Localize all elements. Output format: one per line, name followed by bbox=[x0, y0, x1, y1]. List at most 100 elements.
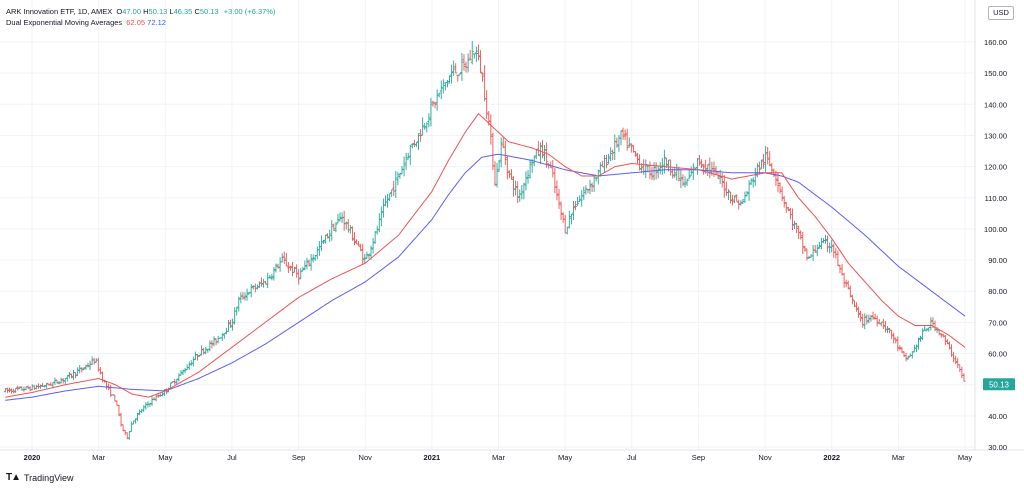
ohlc-bar bbox=[638, 154, 642, 171]
ohlc-bar bbox=[270, 273, 274, 281]
ohlc-bar bbox=[361, 243, 365, 264]
time-axis[interactable]: 2020 Mar May Jul Sep Nov 2021 Mar May Jul Sep Nov 20… bbox=[24, 453, 973, 462]
ohlc-bar bbox=[220, 333, 224, 341]
ohlc-bar bbox=[445, 79, 449, 88]
ohlc-bar bbox=[906, 355, 910, 360]
ohlc-bar bbox=[38, 384, 42, 389]
ohlc-bar bbox=[817, 241, 821, 249]
ohlc-bar bbox=[762, 153, 766, 169]
ohlc-bar bbox=[733, 195, 737, 204]
ohlc-bar bbox=[697, 155, 701, 166]
ohlc-bar bbox=[229, 319, 233, 328]
ohlc-bar bbox=[417, 133, 421, 150]
ohlc-bar bbox=[164, 388, 168, 395]
ohlc-bar bbox=[576, 197, 580, 206]
ohlc-bar bbox=[700, 159, 704, 169]
ohlc-bar bbox=[61, 378, 65, 384]
ohlc-bar bbox=[439, 80, 443, 100]
ohlc-bar bbox=[435, 89, 439, 111]
ohlc-bar bbox=[846, 280, 850, 290]
ohlc-bar bbox=[379, 206, 383, 227]
ohlc-bar bbox=[336, 214, 340, 224]
ohlc-bar bbox=[390, 189, 394, 197]
ohlc-bar bbox=[625, 128, 629, 151]
ohlc-bar bbox=[297, 269, 301, 285]
ohlc-bar bbox=[578, 195, 582, 203]
y-tick-label: 110.00 bbox=[985, 194, 1007, 203]
currency-button[interactable]: USD bbox=[988, 6, 1014, 20]
ohlc-bar bbox=[332, 223, 336, 231]
x-tick-label: Jul bbox=[627, 453, 637, 462]
x-tick-label: Jul bbox=[227, 453, 237, 462]
ohlc-bar bbox=[793, 220, 797, 229]
ohlc-bar bbox=[929, 317, 933, 331]
ohlc-bar bbox=[836, 250, 840, 267]
ohlc-bar bbox=[352, 232, 356, 245]
y-tick-label: 70.00 bbox=[988, 318, 1007, 327]
ohlc-bar bbox=[916, 337, 920, 350]
ohlc-bar bbox=[348, 225, 352, 234]
ohlc-bar bbox=[235, 306, 239, 316]
ohlc-bar bbox=[249, 284, 253, 298]
price-axis[interactable]: 30.0040.0050.0060.0070.0080.0090.00100.0… bbox=[984, 38, 1007, 452]
ohlc-bar bbox=[621, 127, 625, 140]
ohlc-bar bbox=[726, 189, 730, 200]
ohlc-bar bbox=[472, 53, 476, 59]
open-value: 47.00 bbox=[122, 7, 142, 16]
ohlc-bar bbox=[803, 246, 807, 252]
ohlc-bar bbox=[458, 73, 462, 76]
ohlc-bar bbox=[741, 199, 745, 205]
ohlc-bar bbox=[751, 177, 755, 188]
ohlc-bar bbox=[875, 315, 879, 327]
ohlc-bar bbox=[514, 180, 518, 196]
ohlc-bar bbox=[69, 373, 73, 379]
ohlc-bar bbox=[607, 153, 611, 165]
y-tick-label: 100.00 bbox=[984, 225, 1007, 234]
ohlc-bar bbox=[512, 176, 516, 197]
ohlc-bar bbox=[466, 53, 470, 73]
ohlc-bar bbox=[412, 139, 416, 148]
ohlc-bar bbox=[509, 169, 513, 180]
ohlc-bar bbox=[76, 367, 80, 377]
ohlc-bar bbox=[340, 212, 344, 224]
ohlc-bar bbox=[728, 191, 732, 204]
x-tick-label: Mar bbox=[92, 453, 105, 462]
ohlc-bar bbox=[743, 191, 747, 203]
indicator-legend-row[interactable]: Dual Exponential Moving Averages 62.05 7… bbox=[6, 17, 275, 28]
symbol-legend-row[interactable]: ARK Innovation ETF, 1D, AMEX O47.00 H50.… bbox=[6, 6, 275, 17]
ohlc-bar bbox=[582, 186, 586, 200]
x-tick-label: May bbox=[158, 453, 172, 462]
ohlc-bar bbox=[679, 169, 683, 189]
ohlc-bar bbox=[844, 279, 848, 288]
ohlc-bar bbox=[555, 180, 559, 201]
ohlc-bar bbox=[200, 345, 204, 356]
ohlc-bar bbox=[813, 245, 817, 254]
ohlc-bar bbox=[16, 385, 20, 391]
ohlc-bar bbox=[78, 364, 82, 374]
ohlc-bar bbox=[344, 221, 348, 230]
ohlc-bar bbox=[386, 193, 390, 208]
ohlc-bar bbox=[689, 166, 693, 177]
ohlc-bar bbox=[111, 394, 115, 396]
ohlc-bar bbox=[896, 336, 900, 352]
close-label: C bbox=[194, 7, 200, 16]
ohlc-bar bbox=[553, 167, 557, 194]
ohlc-bar bbox=[359, 243, 363, 252]
ohlc-bar bbox=[179, 370, 183, 376]
ohlc-bar bbox=[394, 170, 398, 198]
ohlc-bar bbox=[202, 347, 206, 355]
ohlc-bar bbox=[152, 397, 156, 401]
symbol-title: ARK Innovation ETF, 1D, AMEX bbox=[6, 7, 113, 16]
ohlc-bar bbox=[243, 292, 247, 301]
ohlc-bar bbox=[456, 74, 460, 82]
tradingview-brand[interactable]: T▲ TradingView bbox=[6, 472, 74, 483]
ohlc-bar bbox=[687, 169, 691, 180]
ohlc-bar bbox=[702, 163, 706, 175]
ohlc-bar bbox=[522, 182, 526, 200]
ohlc-bar bbox=[939, 332, 943, 338]
ohlc-bar bbox=[824, 234, 828, 244]
ohlc-bar bbox=[627, 137, 631, 148]
ohlc-bar bbox=[495, 162, 499, 188]
